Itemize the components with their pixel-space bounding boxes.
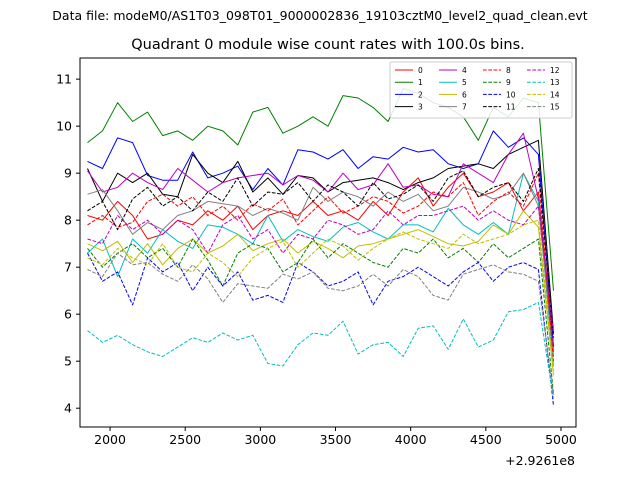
- legend-label-6: 6: [462, 90, 467, 99]
- axes-frame: [79, 57, 577, 428]
- y-tick-label: 8: [64, 213, 72, 228]
- y-tick-label: 9: [64, 166, 72, 181]
- series-line-9: [87, 238, 554, 395]
- legend-label-2: 2: [418, 90, 423, 99]
- x-offset-label: +2.9261e8: [505, 453, 575, 468]
- legend-label-13: 13: [550, 78, 560, 87]
- y-tick-label: 5: [64, 354, 72, 369]
- x-tick-label: 4500: [470, 432, 502, 447]
- series-line-3: [87, 139, 554, 334]
- series-line-6: [87, 210, 554, 376]
- x-tick-label: 2000: [94, 432, 126, 447]
- x-tick-label: 2500: [169, 432, 201, 447]
- legend-label-11: 11: [506, 103, 516, 112]
- legend-label-8: 8: [506, 66, 511, 75]
- series-line-1: [87, 88, 554, 291]
- legend-frame: [389, 61, 573, 119]
- legend-label-12: 12: [550, 66, 560, 75]
- legend-label-1: 1: [418, 78, 423, 87]
- series-line-12: [87, 205, 554, 334]
- plot-area: 2000 2500 3000 3500 4000 4500 5000456789101101…: [56, 61, 577, 447]
- series-line-11: [87, 168, 554, 338]
- legend-label-15: 15: [550, 103, 560, 112]
- legend-label-9: 9: [506, 78, 511, 87]
- chart-suptitle: Data file: modeM0/AS1T03_098T01_90000028…: [52, 8, 587, 23]
- y-tick-label: 11: [56, 72, 72, 87]
- x-tick-label: 3500: [320, 432, 352, 447]
- x-tick-label: 3000: [244, 432, 276, 447]
- series-line-15: [87, 252, 554, 397]
- series-line-13: [87, 301, 554, 399]
- y-tick-label: 6: [64, 307, 72, 322]
- y-tick-label: 7: [64, 260, 72, 275]
- legend-label-4: 4: [462, 66, 467, 75]
- series-line-7: [87, 172, 554, 357]
- legend-label-3: 3: [418, 103, 423, 112]
- legend-label-5: 5: [462, 78, 467, 87]
- series-line-14: [87, 219, 554, 371]
- legend-label-10: 10: [506, 90, 516, 99]
- series-line-4: [87, 132, 554, 352]
- y-tick-label: 10: [56, 119, 72, 134]
- legend-label-14: 14: [550, 90, 560, 99]
- legend-label-0: 0: [418, 66, 423, 75]
- legend-label-7: 7: [462, 103, 467, 112]
- y-tick-label: 4: [64, 401, 72, 416]
- chart-title: Quadrant 0 module wise count rates with …: [131, 37, 525, 53]
- x-tick-label: 4000: [395, 432, 427, 447]
- x-tick-label: 5000: [545, 432, 577, 447]
- series-line-5: [87, 172, 554, 366]
- series-line-8: [87, 172, 554, 362]
